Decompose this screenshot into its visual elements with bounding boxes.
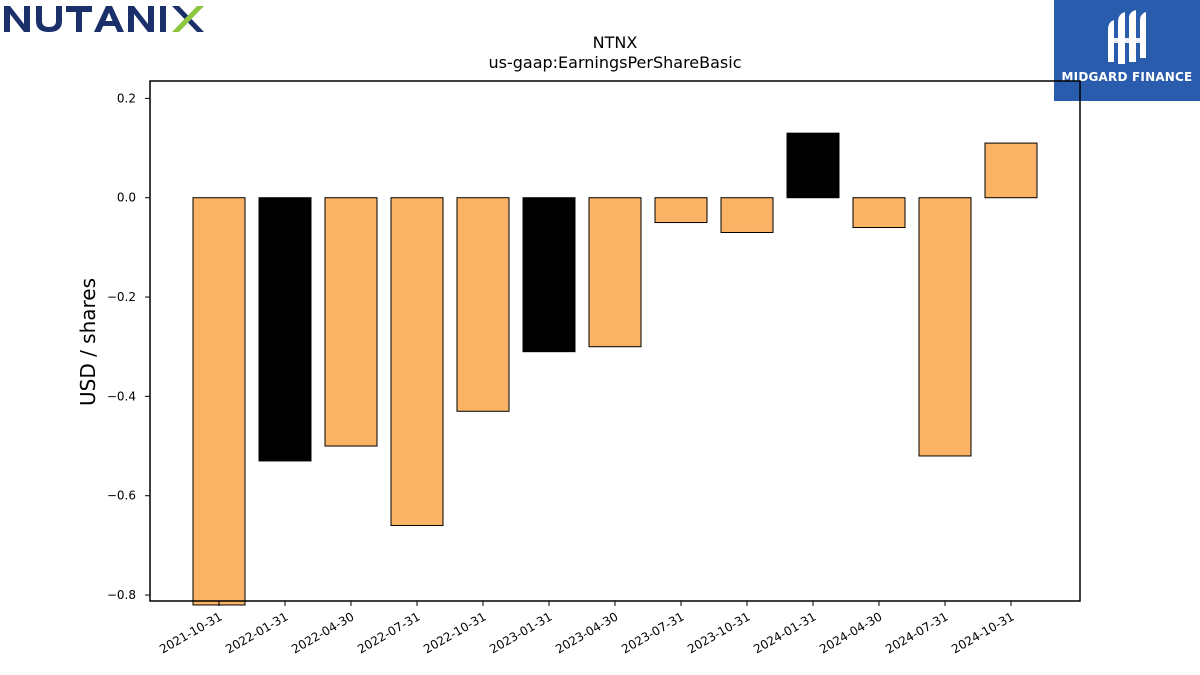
bar-2023-07-31	[654, 197, 708, 224]
y-tick-label: 0.0	[117, 191, 136, 205]
chart-subtitle: us-gaap:EarningsPerShareBasic	[488, 53, 741, 72]
chart-title: NTNX	[593, 33, 638, 52]
x-tick-label: 2022-01-31	[223, 609, 290, 656]
bars-group	[192, 132, 1038, 606]
nutanix-logo	[4, 6, 204, 32]
publisher-name: MIDGARD FINANCE	[1061, 70, 1193, 84]
bar-2022-01-31	[258, 197, 312, 462]
bar-2022-07-31	[390, 197, 444, 527]
x-tick-label: 2023-01-31	[487, 609, 554, 656]
y-tick-label: −0.2	[107, 290, 136, 304]
x-tick-label: 2022-04-30	[289, 609, 356, 656]
y-axis-label: USD / shares	[76, 278, 100, 406]
bar-2022-10-31	[456, 197, 510, 412]
x-tick-label: 2024-10-31	[949, 609, 1016, 656]
x-tick-label: 2024-07-31	[883, 609, 950, 656]
bar-2024-10-31	[984, 142, 1038, 199]
x-tick-label: 2022-10-31	[421, 609, 488, 656]
y-tick-label: 0.2	[117, 91, 136, 105]
bar-2023-01-31	[522, 197, 576, 353]
y-tick-label: −0.8	[107, 588, 136, 602]
plot-frame	[149, 80, 1081, 602]
bar-2024-04-30	[852, 197, 906, 229]
x-tick-label: 2023-07-31	[619, 609, 686, 656]
x-tick-label: 2022-07-31	[355, 609, 422, 656]
bar-2023-10-31	[720, 197, 774, 233]
x-tick-label: 2021-10-31	[157, 609, 224, 656]
bar-2023-04-30	[588, 197, 642, 348]
x-tick-label: 2023-04-30	[553, 609, 620, 656]
x-tick-label: 2023-10-31	[685, 609, 752, 656]
x-tick-label: 2024-01-31	[751, 609, 818, 656]
bar-2024-07-31	[918, 197, 972, 457]
x-tick-label: 2024-04-30	[817, 609, 884, 656]
y-tick-label: −0.4	[107, 389, 136, 403]
bar-2022-04-30	[324, 197, 378, 447]
bar-2024-01-31	[786, 132, 840, 199]
y-axis-ticks: 0.2 0.0 −0.2 −0.4 −0.6 −0.8	[107, 91, 150, 602]
x-axis-ticks: 2021-10-312022-01-312022-04-302022-07-31…	[157, 601, 1017, 656]
bar-2021-10-31	[192, 197, 246, 606]
midgard-finance-logo: MIDGARD FINANCE	[1054, 0, 1200, 101]
midgard-emblem-icon	[1108, 10, 1146, 64]
y-tick-label: −0.6	[107, 489, 136, 503]
